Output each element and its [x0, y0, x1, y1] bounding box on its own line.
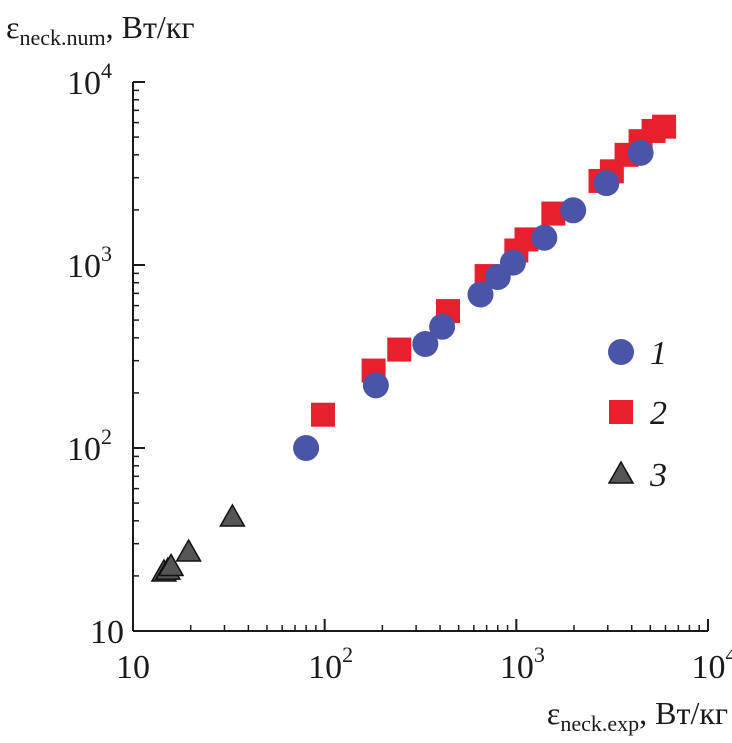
- series-1-point: [560, 197, 587, 224]
- y-tick-base: 10: [67, 248, 101, 285]
- series-1-point: [412, 331, 439, 358]
- legend-label-2: 2: [650, 395, 667, 432]
- y-tick-exponent: 2: [101, 424, 112, 449]
- y-axis-title-unit: , Вт/кг: [106, 9, 195, 45]
- x-tick-base: 10: [116, 649, 150, 686]
- x-tick-exponent: 2: [342, 642, 353, 667]
- y-tick-label: 102: [67, 424, 112, 468]
- series-3-point: [219, 503, 246, 527]
- series-3-point: [175, 538, 202, 562]
- series-3-point: [157, 553, 185, 577]
- x-tick-exponent: 4: [726, 642, 732, 667]
- x-tick-label: 10: [116, 649, 150, 686]
- series-2-point: [652, 114, 677, 139]
- series-1-point: [293, 435, 320, 461]
- x-tick-label: 103: [500, 642, 545, 686]
- y-axis-title: εneck.num, Вт/кг: [6, 9, 194, 50]
- legend-label-3: 3: [649, 457, 667, 494]
- x-axis-title-unit: , Вт/кг: [639, 695, 728, 731]
- data-markers: [150, 114, 677, 582]
- x-axis-title-symbol: ε: [547, 695, 560, 731]
- y-axis-title-subscript: neck.num: [19, 25, 105, 50]
- minor-ticks: [132, 81, 709, 632]
- series-2-point: [310, 402, 335, 427]
- legend-label-1: 1: [650, 335, 667, 372]
- legend: 1 2 3: [607, 335, 667, 494]
- x-tick-exponent: 3: [534, 642, 545, 667]
- y-tick-exponent: 4: [101, 58, 112, 83]
- legend-marker-1: [608, 339, 634, 365]
- legend-marker-2: [609, 400, 633, 424]
- series-1-point: [362, 372, 389, 399]
- y-tick-exponent: 3: [101, 241, 112, 266]
- y-tick-base: 10: [67, 65, 101, 102]
- y-tick-label: 104: [67, 58, 112, 102]
- series-2-point: [387, 337, 412, 362]
- y-tick-label: 103: [67, 241, 112, 285]
- y-tick-base: 10: [67, 431, 101, 468]
- y-axis-title-symbol: ε: [6, 9, 19, 45]
- x-axis-title-subscript: neck.exp: [560, 711, 639, 736]
- x-tick-base: 10: [500, 649, 534, 686]
- series-1-point: [593, 170, 620, 197]
- series-1-point: [627, 139, 654, 166]
- y-tick-base: 10: [90, 614, 124, 651]
- legend-marker-3: [607, 460, 635, 484]
- x-axis-title: εneck.exp, Вт/кг: [547, 695, 728, 736]
- series-1-point: [429, 313, 456, 340]
- x-tick-label: 102: [308, 642, 353, 686]
- series-1-point: [499, 249, 526, 276]
- x-tick-label: 104: [692, 642, 732, 686]
- series-1-point: [467, 281, 494, 308]
- axes: [132, 82, 708, 632]
- x-tick-base: 10: [308, 649, 342, 686]
- series-1-point: [531, 224, 558, 251]
- y-tick-label: 10: [90, 614, 124, 651]
- x-tick-base: 10: [692, 649, 726, 686]
